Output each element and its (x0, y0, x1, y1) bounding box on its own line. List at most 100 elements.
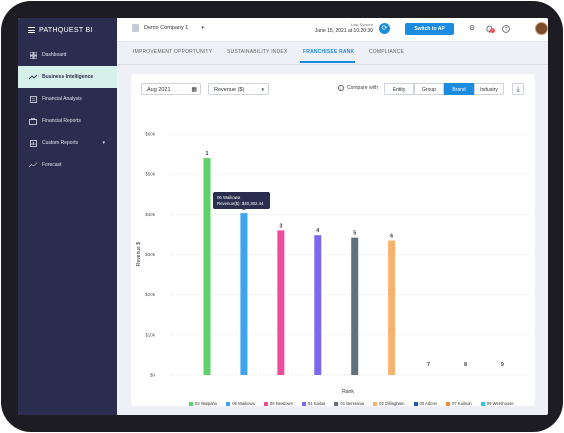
sidebar-item-forecast[interactable]: Forecast (18, 154, 117, 176)
legend-swatch (301, 401, 306, 406)
sidebar-item-label: Custom Reports (42, 140, 79, 146)
bar-2[interactable] (240, 213, 248, 375)
bar-rank-label: 1 (206, 151, 209, 157)
legend-swatch (413, 401, 418, 406)
legend-item[interactable]: 09 Wershouse (480, 401, 514, 406)
y-axis-label: Revenue $ (136, 242, 142, 266)
bar-rank-label: 5 (353, 231, 356, 237)
sync-button[interactable]: ⟳ (379, 23, 390, 34)
last-synced-value: June 15, 2021 at 10:20:30 (314, 28, 373, 34)
y-tick-label: $50k (145, 172, 156, 177)
dashboard-icon (29, 51, 37, 59)
report-icon (29, 139, 37, 147)
segment-industry[interactable]: Industry (474, 83, 504, 95)
legend-label: 05 Newtown (269, 401, 293, 406)
switch-to-ap-button[interactable]: Switch to AP (405, 23, 454, 35)
date-picker[interactable]: Aug 2021 ▦ (141, 83, 201, 95)
sidebar-nav: Dashboard Business Intelligence Financia… (18, 44, 117, 176)
metric-select[interactable]: Revenue ($) ▾ (208, 83, 269, 95)
bell-icon[interactable]: 2 (485, 25, 495, 33)
legend-swatch (334, 401, 339, 406)
legend-swatch (373, 401, 378, 406)
segment-group[interactable]: Group (414, 83, 444, 95)
briefcase-icon (29, 117, 37, 125)
legend-swatch (263, 401, 268, 406)
hamburger-menu-icon[interactable] (28, 27, 35, 33)
legend-item[interactable]: 07 Kailruin (445, 401, 472, 406)
bar-5[interactable] (351, 237, 359, 375)
sidebar-item-financial-analysis[interactable]: Financial Analysis (18, 88, 117, 110)
bar-chart: $0 $10k $20k $30k $40k $50k $60k 1 2 3 4 5 6 7 8 9 Rev… (136, 132, 529, 395)
bar-4[interactable] (314, 235, 322, 375)
last-synced-label: Last Synced (350, 22, 373, 27)
gear-icon[interactable]: ⚙ (468, 25, 476, 32)
company-name: Demo Company 1 (144, 25, 189, 31)
legend-label: 00 Admin (419, 401, 437, 406)
notification-badge: 2 (490, 28, 495, 33)
tab-franchisee-rank[interactable]: FRANCHISEE RANK (303, 49, 355, 55)
metric-value: Revenue ($) (214, 87, 245, 93)
sidebar-item-financial-reports[interactable]: Financial Reports (18, 110, 117, 132)
legend-label: 02 Waipahu (195, 401, 218, 406)
sidebar-item-label: Financial Analysis (42, 96, 82, 102)
bar-3[interactable] (277, 230, 285, 375)
segment-brand[interactable]: Brand (444, 83, 474, 95)
y-tick-label: $40k (145, 212, 156, 217)
tab-compliance[interactable]: COMPLIANCE (369, 49, 405, 55)
app-screen: PATHQUEST BI Dashboard Business Intellig… (18, 18, 548, 415)
bar-rank-label: 8 (464, 362, 467, 368)
tab-sustainability-index[interactable]: SUSTAINABILITY INDEX (227, 49, 288, 55)
chevron-down-icon: ▾ (201, 25, 204, 31)
legend-item[interactable]: 02 Dillingham (373, 401, 405, 406)
legend-swatch (189, 401, 193, 406)
chart-grid (171, 133, 529, 376)
date-value: Aug 2021 (147, 87, 171, 93)
tab-improvement-opportunity[interactable]: IMPROVEMENT OPPORTUNITY (133, 49, 213, 55)
download-icon[interactable]: ⤓ (512, 83, 524, 95)
compare-label: Compare with (347, 85, 378, 91)
legend-item[interactable]: 00 Admin (413, 401, 437, 406)
avatar[interactable] (535, 22, 548, 35)
legend-item[interactable]: 06 Waikowa (226, 401, 255, 406)
legend-item[interactable]: 05 Newtown (263, 401, 293, 406)
legend-swatch (445, 401, 450, 406)
y-tick-label: $60k (145, 132, 156, 137)
legend-swatch (480, 401, 485, 406)
bar-rank-label: 6 (390, 233, 393, 239)
y-tick-label: $10k (145, 332, 156, 337)
legend-swatch (226, 401, 231, 406)
company-selector[interactable]: Demo Company 1 ▾ (132, 24, 204, 32)
tooltip-value: Revenue($): $40,302.44 (217, 200, 264, 206)
y-tick-label: $20k (145, 292, 156, 297)
help-icon[interactable]: ? (502, 25, 510, 33)
sidebar-item-custom-reports[interactable]: Custom Reports ▾ (18, 132, 117, 154)
document-icon (29, 95, 37, 103)
compare-with: i Compare with (338, 85, 378, 91)
brand-logo[interactable]: PATHQUEST BI (28, 24, 93, 36)
sidebar-item-dashboard[interactable]: Dashboard (18, 44, 117, 66)
y-tick-label: $30k (145, 252, 156, 257)
bar-6[interactable] (388, 240, 396, 375)
building-icon (132, 24, 139, 32)
forecast-icon (29, 161, 37, 169)
trend-icon (29, 73, 37, 81)
legend-item[interactable]: 01 Beretania (334, 401, 364, 406)
sidebar-item-business-intelligence[interactable]: Business Intelligence (18, 66, 117, 88)
bar-rank-label: 9 (501, 362, 504, 368)
active-tab-indicator (300, 61, 355, 63)
bar-rank-label: 4 (316, 228, 319, 234)
legend-label: 07 Kailruin (451, 401, 472, 406)
bar-rank-label: 2 (243, 206, 246, 212)
legend-item[interactable]: 02 Waipahu (189, 401, 217, 406)
legend-item[interactable]: 04 Kailua (301, 401, 325, 406)
bar-1[interactable] (203, 158, 211, 375)
top-bar: Demo Company 1 ▾ Last Synced June 15, 20… (117, 18, 548, 42)
sidebar-item-label: Business Intelligence (42, 74, 94, 80)
legend-label: 01 Beretania (340, 401, 365, 406)
chart-bars: 1 2 3 4 5 6 7 8 9 (203, 151, 504, 375)
last-synced: Last Synced June 15, 2021 at 10:20:30 (313, 22, 373, 34)
segment-entity[interactable]: Entity (384, 83, 414, 95)
bar-rank-label: 7 (427, 362, 430, 368)
info-icon: i (338, 85, 344, 91)
chevron-down-icon: ▾ (102, 140, 105, 146)
